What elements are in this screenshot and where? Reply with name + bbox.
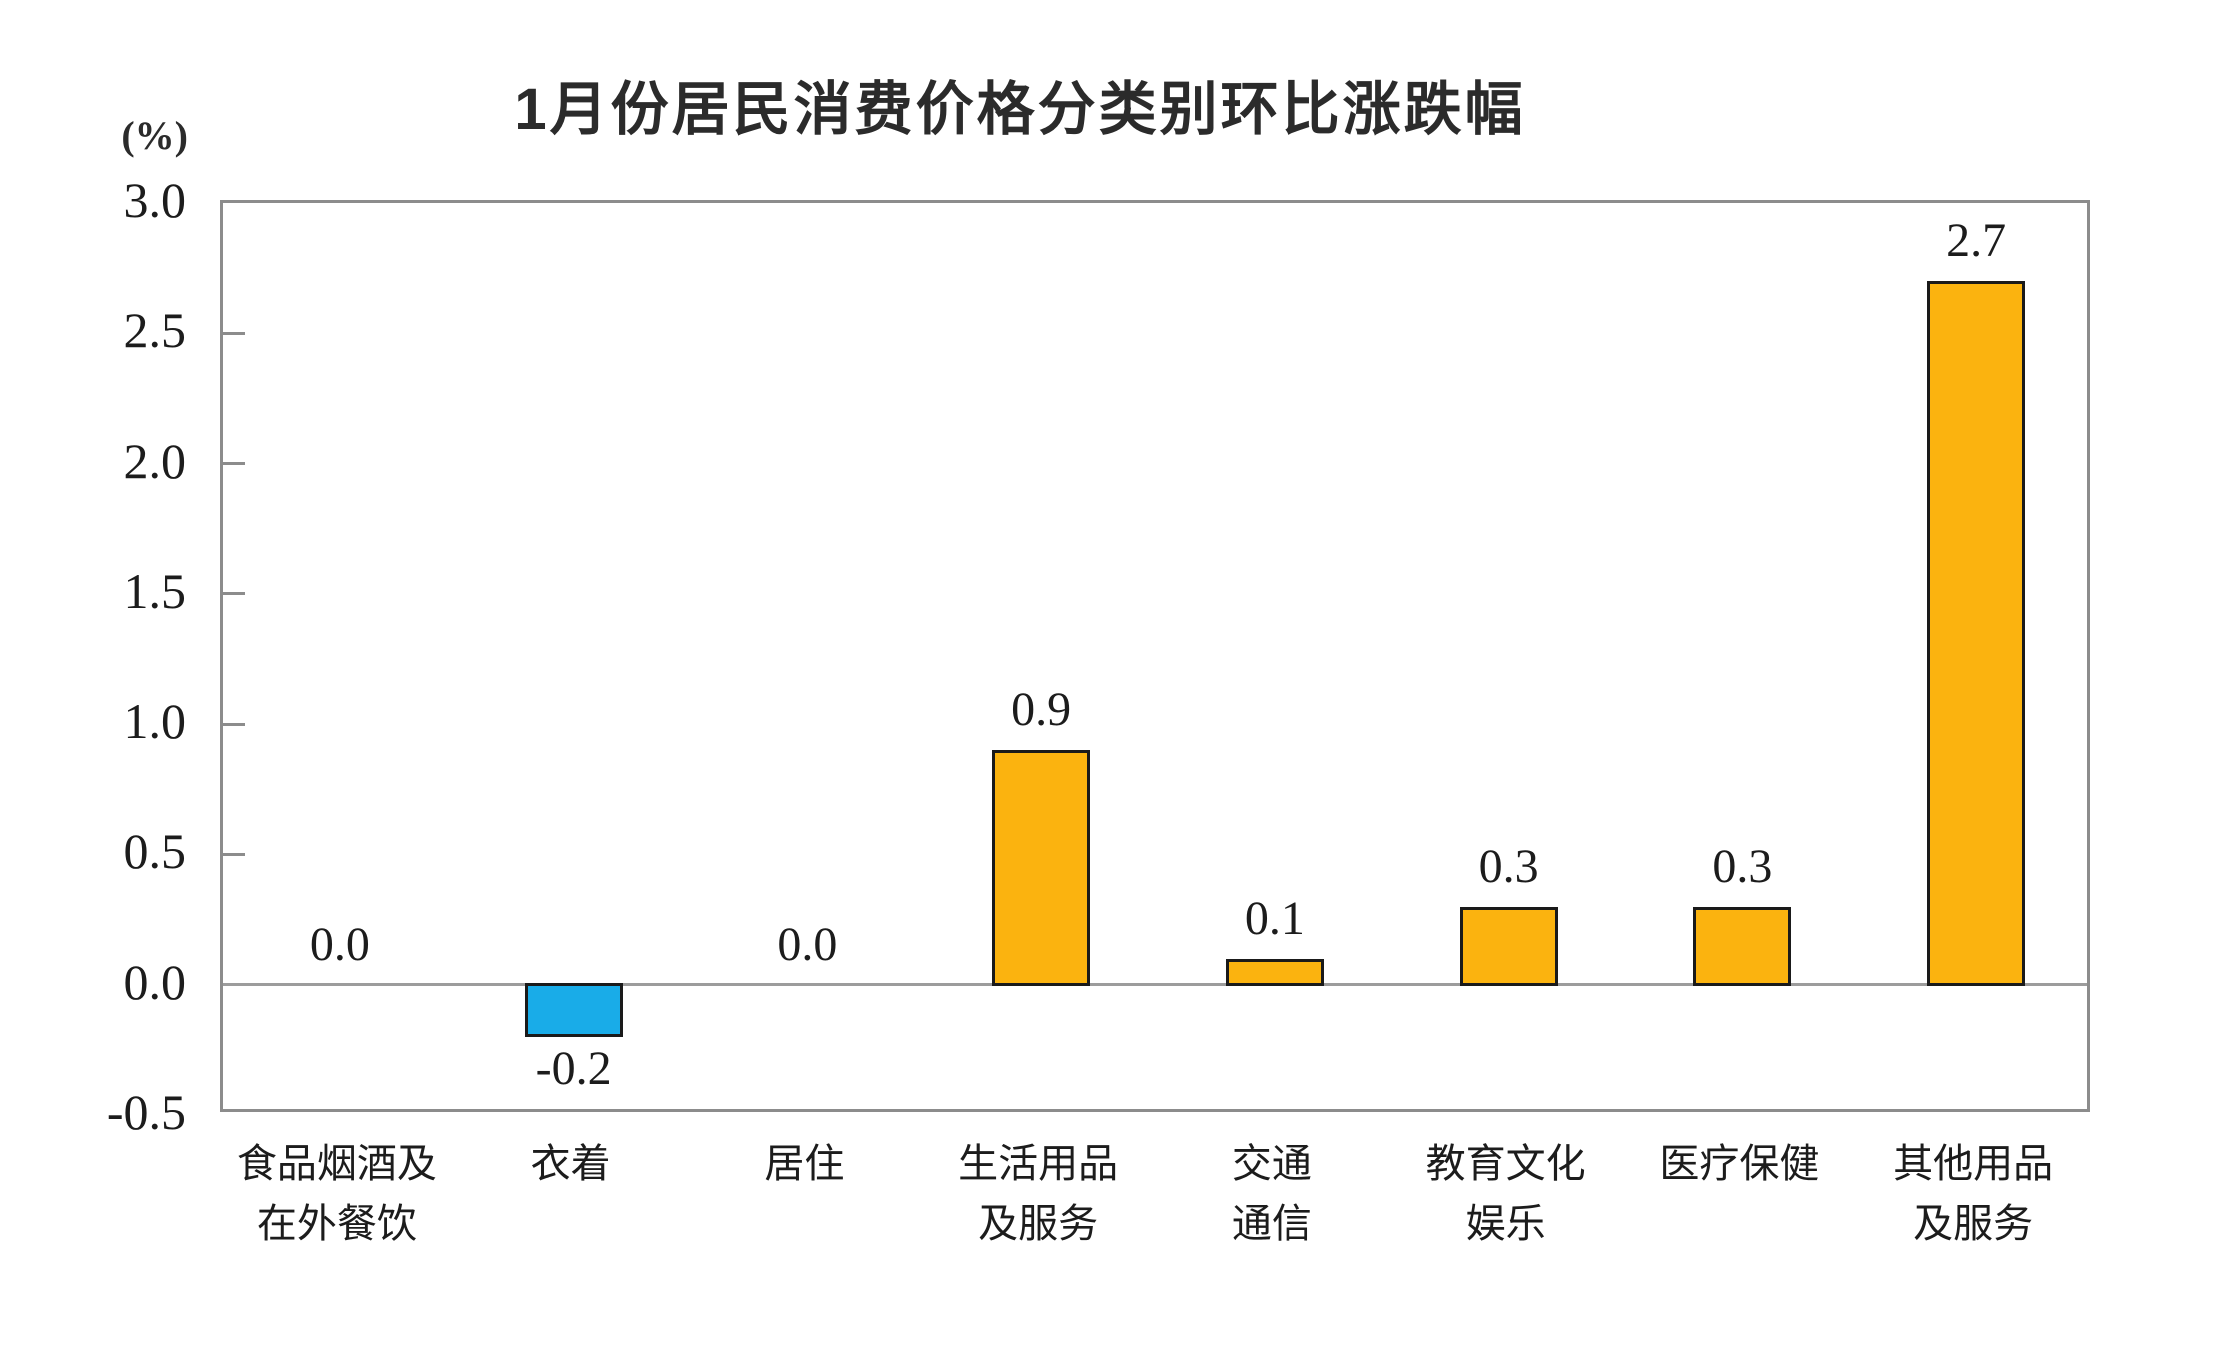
x-category-label: 居住 — [764, 1141, 845, 1186]
bar — [1225, 958, 1324, 987]
bar — [1459, 906, 1558, 987]
y-tick-mark — [223, 592, 245, 596]
x-category-label: 交通 通信 — [1231, 1141, 1312, 1246]
bar-value-label: 0.1 — [1244, 891, 1305, 945]
y-axis-unit-label: (%) — [121, 113, 188, 158]
bar-value-label: 0.3 — [1712, 839, 1773, 893]
bar — [1693, 906, 1792, 987]
bar-value-label: 0.0 — [777, 917, 838, 971]
y-axis: 3.0 2.5 2.0 1.5 1.0 0.5 0.0 -0.5 — [0, 172, 187, 1140]
y-tick-label: -0.5 — [106, 1084, 186, 1140]
x-category-label: 其他用品 及服务 — [1893, 1141, 2054, 1246]
bar-value-label: 0.9 — [1011, 683, 1072, 737]
y-tick-label: 0.0 — [123, 953, 187, 1010]
x-category-label: 教育文化 娱乐 — [1425, 1141, 1586, 1246]
bar-value-label: -0.2 — [535, 1041, 612, 1095]
zero-axis-line — [223, 983, 2087, 987]
x-axis: 食品烟酒及 在外餐饮 衣着 居住 生活用品 及服务 交通 通信 教育文化 娱乐 医疗保健 其他… — [220, 1134, 2090, 1314]
x-category-label: 医疗保健 — [1659, 1141, 1820, 1186]
y-tick-mark — [223, 852, 245, 856]
x-category-label: 生活用品 及服务 — [958, 1141, 1119, 1246]
y-tick-label: 1.0 — [123, 693, 187, 750]
bar-value-label: 2.7 — [1946, 214, 2007, 268]
chart-title: 1月份居民消费价格分类别环比涨跌幅 — [514, 77, 1526, 142]
bar — [992, 750, 1091, 987]
bar — [524, 983, 623, 1037]
bar-value-label: 0.0 — [309, 917, 370, 971]
y-tick-mark — [223, 331, 245, 335]
y-tick-label: 0.5 — [123, 823, 187, 880]
y-tick-label: 2.0 — [123, 432, 187, 489]
bar-value-label: 0.3 — [1478, 839, 1539, 893]
x-category-label: 衣着 — [530, 1141, 611, 1186]
bar — [1927, 281, 2026, 987]
y-tick-mark — [223, 722, 245, 726]
y-tick-label: 2.5 — [123, 302, 187, 359]
x-category-label: 食品烟酒及 在外餐饮 — [236, 1141, 437, 1246]
y-tick-label: 1.5 — [123, 562, 187, 619]
plot-area: 0.0 -0.2 0.0 0.9 0.1 0.3 0.3 2.7 — [220, 200, 2090, 1112]
y-tick-mark — [223, 462, 245, 466]
y-tick-label: 3.0 — [123, 172, 187, 228]
